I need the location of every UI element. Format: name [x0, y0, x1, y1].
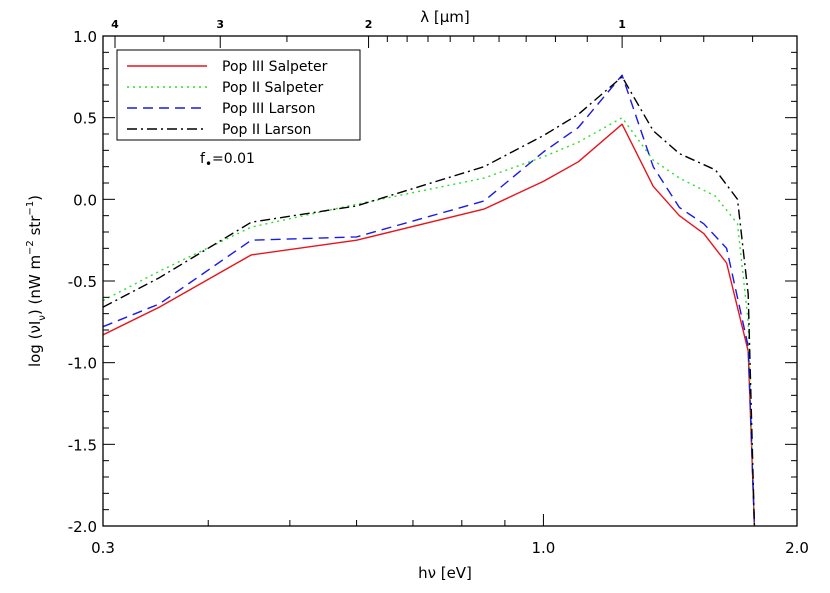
x-axis-title: hν [eV] [418, 564, 472, 582]
legend-label-0: Pop III Salpeter [222, 59, 328, 75]
y-axis-title-part: ) [26, 195, 44, 201]
top-tick-label: 1 [618, 18, 626, 31]
y-tick-label: -2.0 [68, 518, 97, 536]
top-axis-title: λ [μm] [420, 8, 470, 26]
annotation-value: =0.01 [212, 151, 255, 167]
annotation-f: f [200, 151, 206, 167]
y-axis-title: log (νIν) (nW m−2 str−1) [25, 195, 48, 367]
legend-label-1: Pop II Salpeter [222, 80, 324, 96]
y-tick-label: 0.5 [73, 110, 97, 128]
annotation-sub: • [205, 157, 212, 171]
top-tick-label: 3 [216, 18, 224, 31]
x-tick-label: 0.3 [91, 539, 115, 557]
y-tick-label: -0.5 [68, 273, 97, 291]
labels-layer: 0.3 1.0 2.0 1.0 0.5 0.0 -0.5 -1.0 -1.5 -2.0 4 3 2 1 hν… [25, 8, 809, 582]
series-layer [102, 74, 756, 527]
y-axis-title-part: −2 [25, 240, 36, 255]
legend-label-2: Pop III Larson [222, 101, 316, 117]
y-axis-title-part: −1 [25, 201, 36, 216]
y-tick-label: 0.0 [73, 191, 97, 209]
series-line-2 [102, 74, 756, 527]
y-axis-title-part: ) (nW m [26, 255, 44, 315]
annotation-text: f•=0.01 [200, 151, 255, 171]
y-tick-label: -1.5 [68, 436, 97, 454]
annotation: f•=0.01 [200, 151, 255, 171]
x-tick-label: 2.0 [785, 539, 809, 557]
legend-box [116, 49, 361, 141]
y-axis-title-part: I [26, 321, 44, 325]
ticks-layer [102, 35, 798, 527]
series-line-1 [102, 116, 756, 527]
legend: Pop III Salpeter Pop II Salpeter Pop III L… [116, 49, 361, 141]
y-axis-title-part: str [26, 215, 44, 240]
y-tick-label: -1.0 [68, 355, 97, 373]
series-line-0 [102, 123, 756, 527]
top-tick-label: 4 [111, 18, 119, 31]
y-tick-label: 1.0 [73, 28, 97, 46]
x-tick-label: 1.0 [532, 539, 556, 557]
legend-label-3: Pop II Larson [222, 122, 311, 138]
top-tick-label: 2 [365, 18, 373, 31]
series-line-3 [102, 76, 756, 527]
y-axis-title-part: ν [37, 315, 48, 321]
y-axis-title-part: log (ν [26, 325, 44, 367]
